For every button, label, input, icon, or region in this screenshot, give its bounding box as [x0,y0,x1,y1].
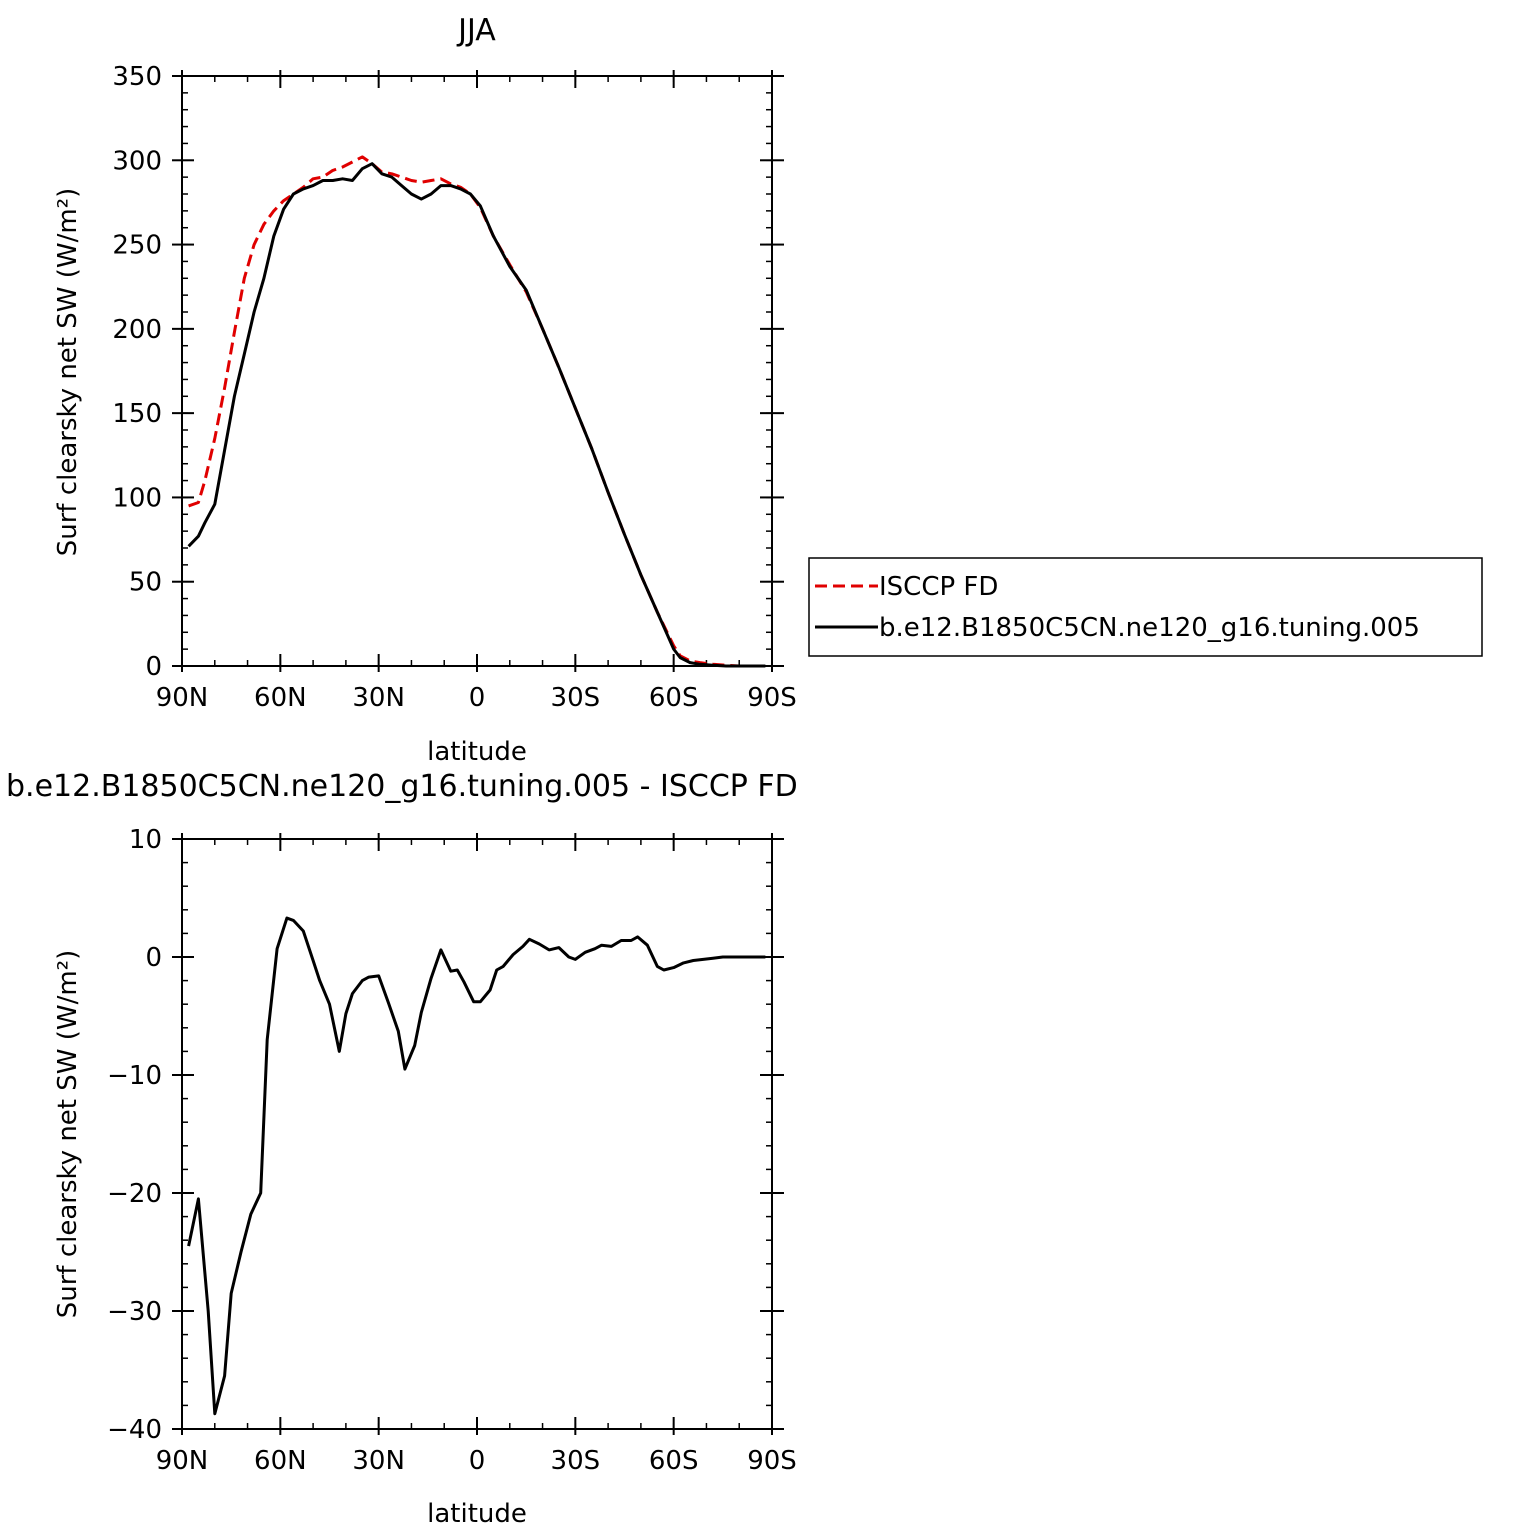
top-y-axis-label: Surf clearsky net SW (W/m²) [53,188,83,556]
top-axes: 90N 60N 30N 0 30S 60S 90S 0 50 100 150 200 250 300 350 [112,62,796,713]
legend-box [808,557,1483,657]
y-tick-label: −20 [107,1179,162,1209]
x-tick-label: 60N [254,1446,307,1476]
top-x-axis-label: latitude [427,737,527,767]
x-tick-label: 30S [551,683,601,713]
x-tick-label: 90N [156,1446,209,1476]
bottom-axes: 90N 60N 30N 0 30S 60S 90S 10 0 −10 −20 −30 −40 [107,825,797,1476]
x-tick-label: 30N [352,683,405,713]
legend: ISCCP FD b.e12.B1850C5CN.ne120_g16.tunin… [808,557,1483,657]
bottom-y-axis-label: Surf clearsky net SW (W/m²) [53,950,83,1318]
y-tick-label: 50 [129,568,162,598]
x-tick-label: 90S [747,683,797,713]
bottom-plot-frame [181,838,773,1430]
x-tick-label: 60S [649,683,699,713]
y-tick-label: 10 [129,825,162,855]
bottom-series-group [187,916,766,1416]
y-tick-label: 100 [112,483,162,513]
series-line-b-e12-b1850c5cn-ne120-g16-tuning-005 [187,162,766,668]
series-line-isccp-fd [188,155,766,668]
y-tick-label: −40 [107,1415,162,1445]
x-tick-label: 0 [469,683,486,713]
x-tick-label: 90S [747,1446,797,1476]
top-chart-title: JJA [456,13,496,48]
bottom-x-axis-label: latitude [427,1499,527,1529]
x-tick-label: 0 [469,1446,486,1476]
x-tick-label: 60S [649,1446,699,1476]
y-tick-label: 150 [112,399,162,429]
top-series-group [187,155,766,668]
x-tick-label: 90N [156,683,209,713]
top-plot-frame [181,75,773,667]
y-tick-label: 250 [112,231,162,261]
y-tick-label: 0 [145,943,162,973]
x-tick-label: 60N [254,683,307,713]
y-tick-label: 200 [112,315,162,345]
y-tick-label: 350 [112,62,162,92]
y-tick-label: 0 [145,652,162,682]
legend-label-isccp: ISCCP FD [879,572,998,602]
legend-label-model: b.e12.B1850C5CN.ne120_g16.tuning.005 [879,613,1420,643]
bottom-panel: b.e12.B1850C5CN.ne120_g16.tuning.005 - I… [6,769,798,1529]
y-tick-label: −10 [107,1061,162,1091]
bottom-chart-title: b.e12.B1850C5CN.ne120_g16.tuning.005 - I… [6,769,798,804]
top-panel: JJA Surf clearsky net SW (W/m²) latitude… [53,13,797,767]
series-line-difference [187,916,766,1416]
x-tick-label: 30N [352,1446,405,1476]
y-tick-label: 300 [112,146,162,176]
y-tick-label: −30 [107,1297,162,1327]
x-tick-label: 30S [551,1446,601,1476]
